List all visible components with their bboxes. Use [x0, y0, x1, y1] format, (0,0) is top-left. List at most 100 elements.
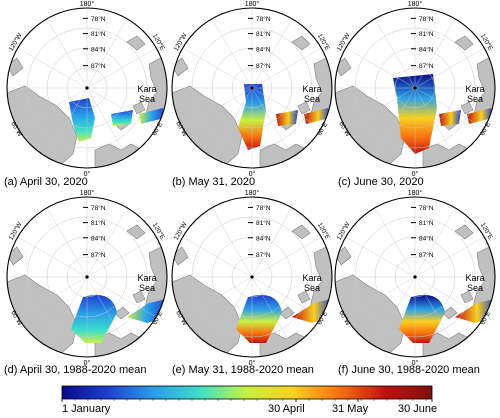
latitude-label: 81°N [419, 219, 434, 227]
longitude-label-60e: 60°E [478, 120, 492, 137]
meridian-line [414, 87, 456, 158]
colorbar-label-jun30: 30 June [398, 403, 438, 415]
panel-caption-e: (e) May 31, 1988-2020 mean [172, 364, 314, 376]
severnaya-zemlya-islands [126, 224, 146, 240]
kara-sea-label-line2: Sea [304, 94, 320, 104]
barents-melt-region [276, 110, 298, 126]
barents-melt-region [111, 110, 133, 126]
meridian-line [251, 47, 322, 89]
severnaya-zemlya-islands [291, 35, 311, 51]
panel-caption-c: (c) June 30, 2020 [338, 176, 424, 188]
longitude-label-60e: 60°E [315, 120, 329, 137]
franz-josef-land [297, 290, 311, 304]
map-panel: 78°N81°N84°N87°N180°0°120°W60°W120°E60°E… [171, 0, 333, 178]
kara-sea-label-line1: Kara [302, 273, 321, 283]
map-boundary [171, 196, 333, 358]
panel-caption-a: (a) April 30, 2020 [4, 176, 88, 188]
north-pole-marker [85, 275, 89, 279]
meridian-line [17, 47, 88, 89]
svalbard-island [279, 306, 295, 320]
latitude-label: 78°N [419, 15, 434, 23]
kara-sea-melt-region [467, 108, 493, 124]
map-boundary [6, 7, 168, 169]
longitude-label-0: 0° [84, 170, 91, 178]
meridian-line [182, 236, 253, 278]
meridian-line [345, 276, 416, 318]
meridian-line [414, 236, 485, 278]
latitude-label: 84°N [256, 234, 271, 242]
kara-sea-label-line1: Kara [137, 84, 156, 94]
longitude-label-180: 180° [408, 189, 423, 197]
meridian-line [211, 87, 253, 158]
meridian-line [374, 18, 416, 89]
meridian-line [46, 18, 88, 89]
kara-sea-label-line1: Kara [465, 84, 484, 94]
panel-caption-b: (b) May 31, 2020 [172, 176, 256, 188]
latitude-label: 84°N [91, 45, 106, 53]
map-boundary [171, 7, 333, 169]
kara-sea-label-line2: Sea [139, 94, 155, 104]
map-panel: 78°N81°N84°N87°N180°0°120°W60°W120°E60°E… [171, 189, 333, 367]
meridian-line [86, 87, 157, 129]
meridian-line [86, 276, 128, 347]
latitude-label: 84°N [91, 234, 106, 242]
meridian-line [46, 207, 88, 278]
meridian-line [374, 276, 416, 347]
kara-sea-label-line2: Sea [139, 283, 155, 293]
longitude-label-0: 0° [249, 170, 256, 178]
latitude-label: 78°N [419, 204, 434, 212]
meridian-line [182, 87, 253, 129]
meridian-line [345, 47, 416, 89]
franz-josef-land [460, 290, 474, 304]
kara-sea-label-line1: Kara [137, 273, 156, 283]
north-pole-marker [413, 86, 417, 90]
longitude-label-0: 0° [84, 359, 91, 367]
svalbard-island [114, 306, 130, 320]
meridian-line [251, 207, 293, 278]
meridian-line [414, 207, 456, 278]
north-pole-marker [250, 86, 254, 90]
longitude-label-0: 0° [412, 359, 419, 367]
meridian-line [211, 207, 253, 278]
colorbar-label-may31: 31 May [332, 403, 369, 415]
latitude-label: 87°N [419, 62, 434, 70]
meridian-line [251, 236, 322, 278]
meridian-line [251, 87, 322, 129]
melt-onset-region [236, 295, 282, 343]
kara-sea-label-line2: Sea [304, 283, 320, 293]
meridian-line [414, 18, 456, 89]
north-pole-marker [85, 86, 89, 90]
map-panel: 78°N81°N84°N87°N180°0°120°W60°W120°E60°E… [334, 0, 496, 178]
kara-sea-label-line1: Kara [465, 273, 484, 283]
meridian-line [17, 236, 88, 278]
north-pole-marker [413, 275, 417, 279]
longitude-label-180: 180° [245, 189, 260, 197]
longitude-label-0: 0° [412, 170, 419, 178]
meridian-line [414, 87, 485, 129]
meridian-line [211, 276, 253, 347]
longitude-label-0: 0° [249, 359, 256, 367]
meridian-line [414, 276, 485, 318]
latitude-label: 84°N [256, 45, 271, 53]
meridian-line [17, 87, 88, 129]
latitude-label: 78°N [91, 204, 106, 212]
meridian-line [86, 47, 157, 89]
canadian-archipelago [172, 57, 189, 77]
meridian-line [86, 207, 128, 278]
latitude-label: 81°N [256, 30, 271, 38]
meridian-line [374, 207, 416, 278]
melt-onset-region [71, 295, 117, 343]
map-panel: 78°N81°N84°N87°N180°0°120°W60°W120°E60°E… [6, 189, 168, 367]
latitude-label: 87°N [91, 251, 106, 259]
colorbar-label-jan1: 1 January [62, 403, 111, 415]
severnaya-zemlya-islands [126, 35, 146, 51]
meridian-line [251, 276, 322, 318]
franz-josef-land [297, 101, 311, 115]
meridian-line [46, 87, 88, 158]
canadian-archipelago [7, 57, 24, 77]
colorbar [61, 385, 433, 402]
franz-josef-land [460, 101, 474, 115]
meridian-line [251, 87, 293, 158]
latitude-label: 84°N [419, 234, 434, 242]
